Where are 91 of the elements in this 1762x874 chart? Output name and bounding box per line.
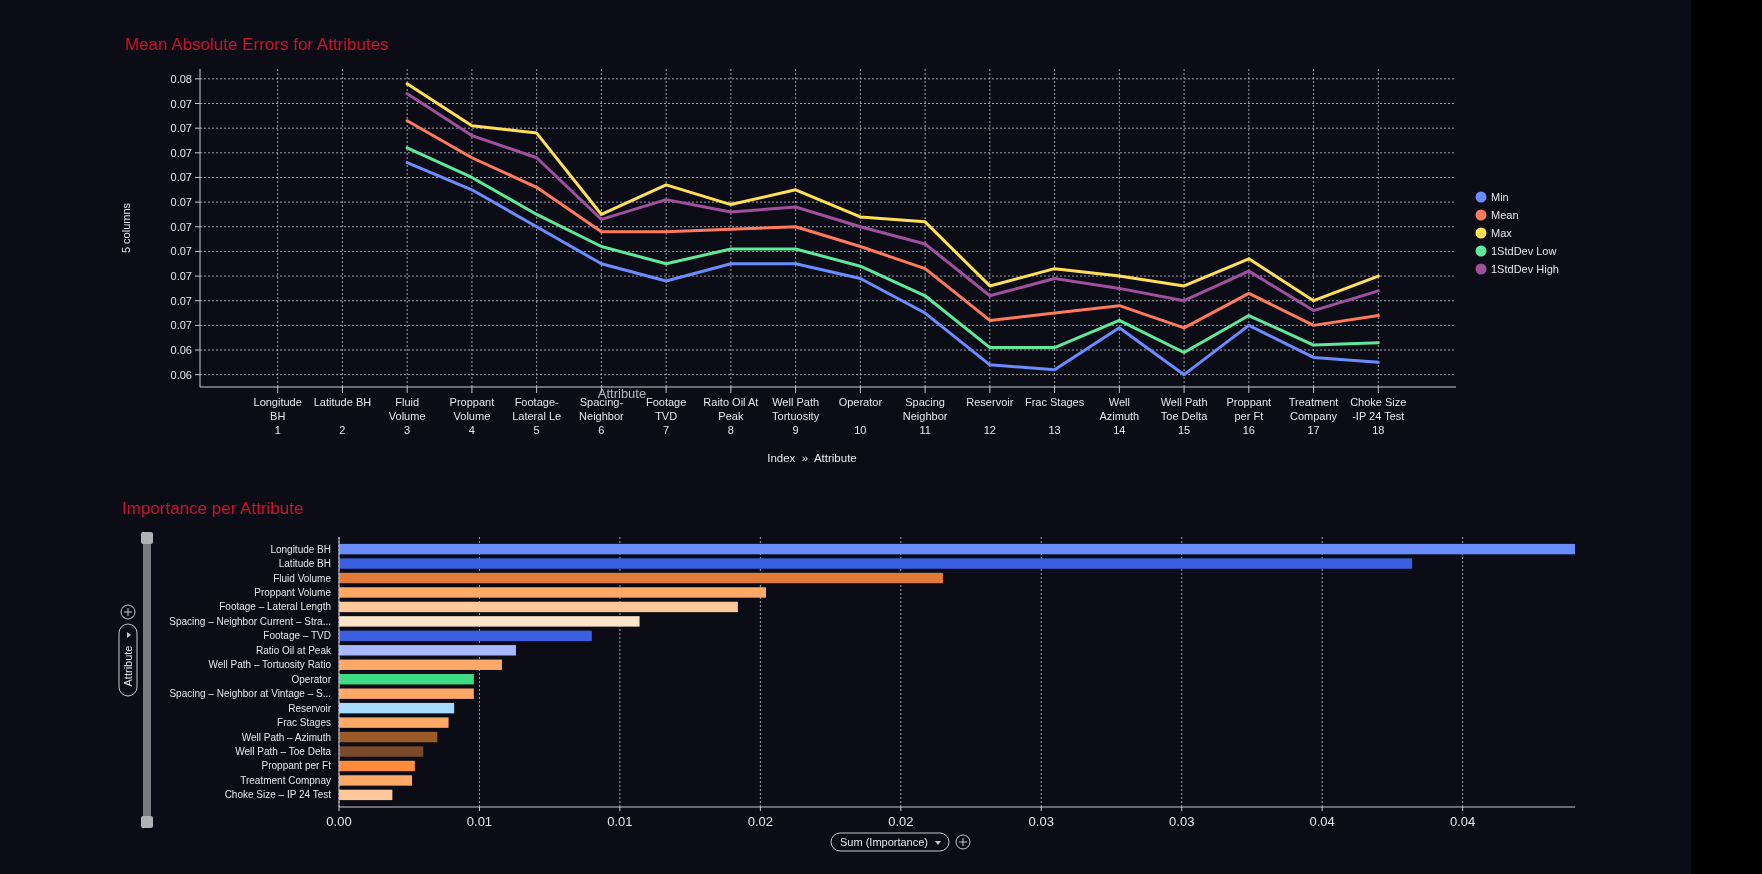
category-label: Latitude BH 2 [313, 396, 372, 436]
x-tick-label: 0.00 [326, 814, 352, 829]
bar [339, 688, 474, 699]
x-tick-label: 0.02 [747, 814, 774, 829]
bar [339, 746, 424, 757]
y-axis-title: 5 columns [120, 202, 132, 254]
bar [339, 775, 413, 786]
x-tick-label: Footage TVD 7 [645, 396, 687, 436]
legend-label: Mean [1491, 209, 1519, 221]
y-tick-label: Operator [291, 673, 332, 685]
x-tick-label: Well Path Toe Delta 15 [1160, 396, 1209, 436]
y-tick-label: Choke Size – IP 24 Test [224, 789, 332, 801]
chart-title: Importance per Attribute [122, 499, 304, 518]
x-tick-label: Proppant per Ft 16 [1226, 396, 1272, 436]
line-series [405, 161, 1380, 377]
x-tick-label: Longitude BH 1 [253, 396, 302, 436]
chart-title: Mean Absolute Errors for Attributes [125, 35, 389, 54]
y-axis-title: Attribute [122, 645, 134, 687]
line-series [405, 119, 1380, 330]
legend-label: 1StdDev High [1491, 263, 1559, 275]
line-series [405, 146, 1380, 354]
y-tick-label: 0.07 [170, 196, 192, 209]
measure-dropdown: Sum (Importance) [830, 832, 950, 852]
bar [339, 702, 455, 714]
y-tick-label: 0.06 [170, 368, 192, 381]
y-tick-label: Reservoir [288, 702, 332, 714]
legend-label: Max [1491, 227, 1513, 239]
y-tick-label: 0.07 [170, 146, 192, 159]
x-tick-label: Well Path Tortuosity 9 [772, 396, 820, 436]
x-tick-label: 0.02 [888, 814, 914, 829]
category-label: Frac Stages 13 [1024, 396, 1085, 436]
bar [339, 760, 415, 772]
bar [339, 789, 393, 801]
y-tick-label: 0.07 [170, 97, 192, 110]
y-tick-label: 0.07 [170, 294, 192, 307]
bar [339, 601, 738, 613]
y-tick-label: Well Path – Azimuth [241, 731, 331, 743]
x-tick-label: 0.01 [466, 814, 493, 829]
x-tick-label: Well Azimuth 14 [1099, 396, 1140, 436]
y-tick-label: Ratio Oil at Peak [255, 644, 332, 656]
y-tick-label: Treatment Compnay [240, 774, 331, 786]
y-tick-label: Longitude BH [270, 543, 331, 555]
y-tick-label: 0.07 [170, 122, 192, 135]
x-tick-label: Choke Size -IP 24 Test 18 [1350, 396, 1407, 436]
bar [339, 717, 449, 728]
y-tick-label: 0.07 [170, 220, 192, 233]
bar [339, 659, 502, 670]
legend-label: Min [1491, 191, 1509, 203]
y-tick-label: 0.07 [170, 270, 192, 283]
x-tick-label: 0.04 [1449, 814, 1476, 829]
y-tick-label: Latitude BH [278, 558, 331, 570]
bar [339, 630, 592, 642]
y-tick-label: Spacing – Neighbor at Vintage – S... [169, 688, 331, 700]
bar [339, 645, 516, 656]
x-axis-title: Sum (Importance) [839, 836, 929, 848]
y-tick-label: 0.07 [170, 171, 192, 184]
y-tick-label: 0.06 [170, 344, 192, 357]
y-tick-label: 0.07 [170, 319, 192, 332]
category-label: Operator 10 [838, 396, 883, 436]
x-tick-label: Footage- Lateral Le 5 [512, 396, 562, 436]
bar [339, 572, 943, 584]
x-tick-label: 0.03 [1028, 814, 1054, 829]
x-tick-label: Treatment Company 17 [1288, 396, 1339, 436]
y-tick-label: Proppant per Ft [261, 760, 332, 772]
y-tick-label: Frac Stages [277, 717, 331, 729]
y-tick-label: 0.07 [170, 245, 192, 258]
y-tick-label: Well Path – Tortuosity Ratio [208, 659, 332, 671]
y-tick-label: Well Path – Toe Delta [235, 746, 332, 758]
x-tick-label: Fluid Volume 3 [388, 396, 426, 436]
x-axis-title: Index » Attribute [767, 452, 857, 464]
x-tick-label: 0.04 [1309, 814, 1335, 829]
bar [339, 543, 1575, 555]
y-tick-label: Proppant Volume [254, 586, 332, 598]
bar [339, 674, 474, 685]
x-tick-label: 0.03 [1169, 814, 1195, 829]
y-tick-label: Spacing – Neighbor Current – Stra... [169, 615, 331, 627]
x-tick-label: Proppant Volume 4 [449, 396, 495, 436]
x-tick-label: 0.01 [607, 814, 633, 829]
x-tick-label: Raito Oil At Peak 8 [703, 396, 759, 436]
category-label: Reservoir 12 [966, 396, 1014, 436]
attribute-dropdown: Attribute [118, 623, 138, 697]
y-tick-label: 0.08 [170, 72, 192, 85]
y-tick-label: Footage – TVD [263, 630, 331, 642]
bar [339, 558, 1413, 569]
y-tick-label: Fluid Volume [273, 572, 332, 584]
bar [339, 587, 766, 598]
legend-label: 1StdDev Low [1491, 245, 1557, 257]
x-tick-label: Spacing Neighbor 11 [902, 396, 948, 436]
y-tick-label: Footage – Lateral Length [219, 601, 331, 613]
bar [339, 731, 438, 743]
bar [339, 616, 640, 627]
